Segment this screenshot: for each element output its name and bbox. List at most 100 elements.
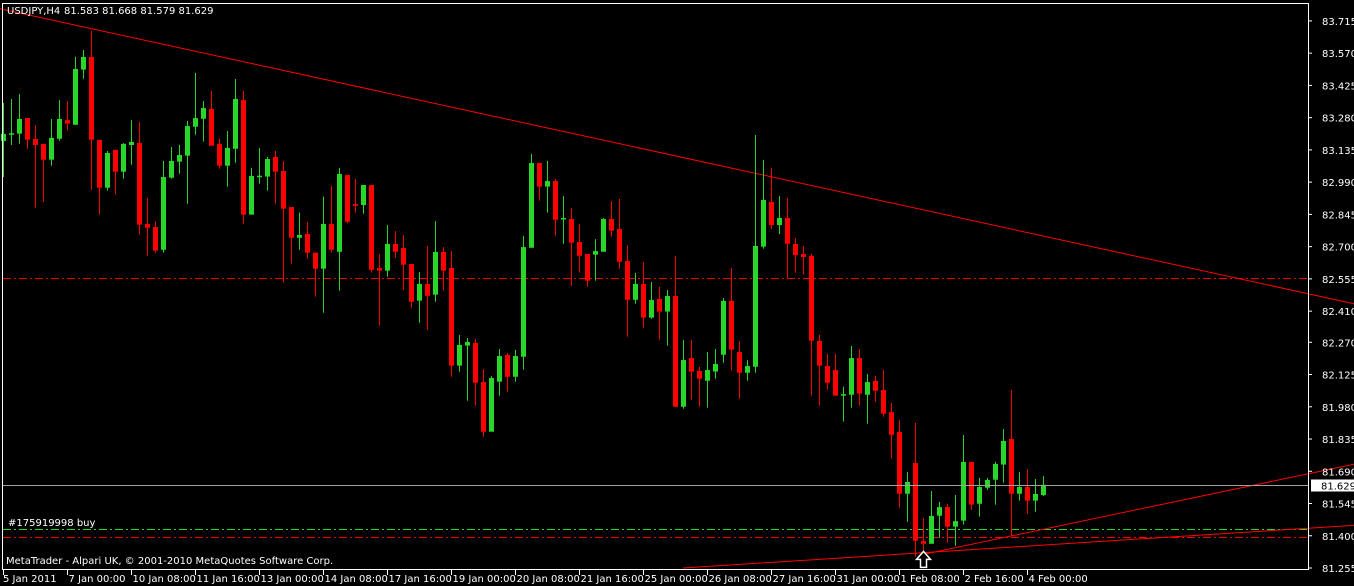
bear-candle [369,185,374,273]
price-tick-label: 81.545 [1322,500,1354,511]
candle-body [625,261,630,300]
candle-body [273,157,278,172]
candle-body [529,163,534,248]
candle-body [809,255,814,341]
candle-body [937,507,942,516]
bear-candle [289,207,294,264]
time-tick-label: 19 Jan 00:00 [453,574,516,585]
bear-candle [41,143,46,202]
candle-body [713,364,718,372]
bull-candle [433,221,438,302]
bull-candle [529,153,534,248]
bull-candle [297,212,302,250]
bull-candle [73,56,78,125]
candle-body [1,133,6,142]
candle-body [777,217,782,226]
bear-candle [897,419,902,508]
candle-body [97,139,102,188]
trendline-1[interactable] [0,8,1354,305]
time-tick-label: 31 Jan 00:00 [837,574,900,585]
candle-body [353,203,358,206]
time-axis[interactable]: 5 Jan 2011 7 Jan 00:00 10 Jan 08:00 11 Jan … [3,570,1088,585]
bear-candle [833,354,838,396]
bear-candle [913,423,918,557]
bear-candle [577,223,582,273]
candle-body [553,181,558,220]
bear-candle [569,207,574,286]
bull-candle [633,272,638,304]
bear-candle [769,167,774,230]
price-axis[interactable]: 83.715 83.570 83.425 83.280 83.135 82.990 82.8… [1308,17,1354,575]
candle-body [977,487,982,504]
bear-candle [817,334,822,406]
bull-candle [57,100,62,141]
bear-candle [449,251,454,377]
bear-candle [809,253,814,396]
candle-body [841,394,846,396]
candle-body [649,300,654,318]
candle-body [865,382,870,395]
candle-body [537,163,542,187]
candle-body [521,247,526,357]
bear-candle [673,255,678,407]
ohlc-readout: 81.583 81.668 81.579 81.629 [64,6,214,17]
trendline-3[interactable] [922,463,1354,555]
price-tick-label: 82.410 [1322,307,1354,318]
candle-body [209,108,214,146]
candle-body [1033,493,1038,501]
bear-candle [729,267,734,371]
candle-body [889,412,894,435]
candle-body [73,68,78,125]
bear-candle [353,179,358,213]
time-tick-label: 14 Jan 08:00 [325,574,388,585]
bull-candle [337,167,342,291]
candle-body [297,235,302,238]
trendlines [0,8,1354,569]
candle-body [657,298,662,312]
bull-candle [105,151,110,191]
candle-body [369,185,374,270]
time-tick-label: 2 Feb 16:00 [965,574,1024,585]
bear-candle [689,340,694,400]
trendline-2[interactable] [682,524,1354,569]
candle-body [969,461,974,505]
plot-frame [2,3,1309,570]
candle-body [801,253,806,258]
candle-body [417,284,422,301]
candle-body [81,56,86,70]
bull-candle [385,225,390,277]
price-tick-label: 81.690 [1322,467,1354,478]
candle-body [785,217,790,244]
bull-candle [265,157,270,191]
bear-candle [345,175,350,224]
candle-body [57,118,62,139]
bear-candle [33,124,38,208]
candle-body [265,159,270,177]
bear-candle [145,197,150,256]
candle-body [593,251,598,255]
bear-candle [209,90,214,146]
bear-candle [393,231,398,258]
candle-body [361,185,366,206]
bull-candle [753,134,758,373]
candle-body [305,233,310,253]
price-tick-label: 82.125 [1322,371,1354,382]
candle-body [33,139,38,146]
candle-body [377,267,382,271]
candle-body [329,223,334,250]
candle-body [241,100,246,215]
time-tick-label: 13 Jan 00:00 [261,574,324,585]
bull-candle [17,94,22,144]
candle-body [161,177,166,250]
candle-body [577,241,582,256]
bull-candle [417,271,422,323]
candle-body [345,175,350,222]
bear-candle [153,221,158,253]
buy-arrow-icon[interactable] [914,550,933,569]
candle-body [257,175,262,178]
price-tick-label: 83.715 [1322,17,1354,28]
price-tick-label: 82.270 [1322,338,1354,349]
candle-body [905,481,910,494]
candle-body [313,252,318,269]
